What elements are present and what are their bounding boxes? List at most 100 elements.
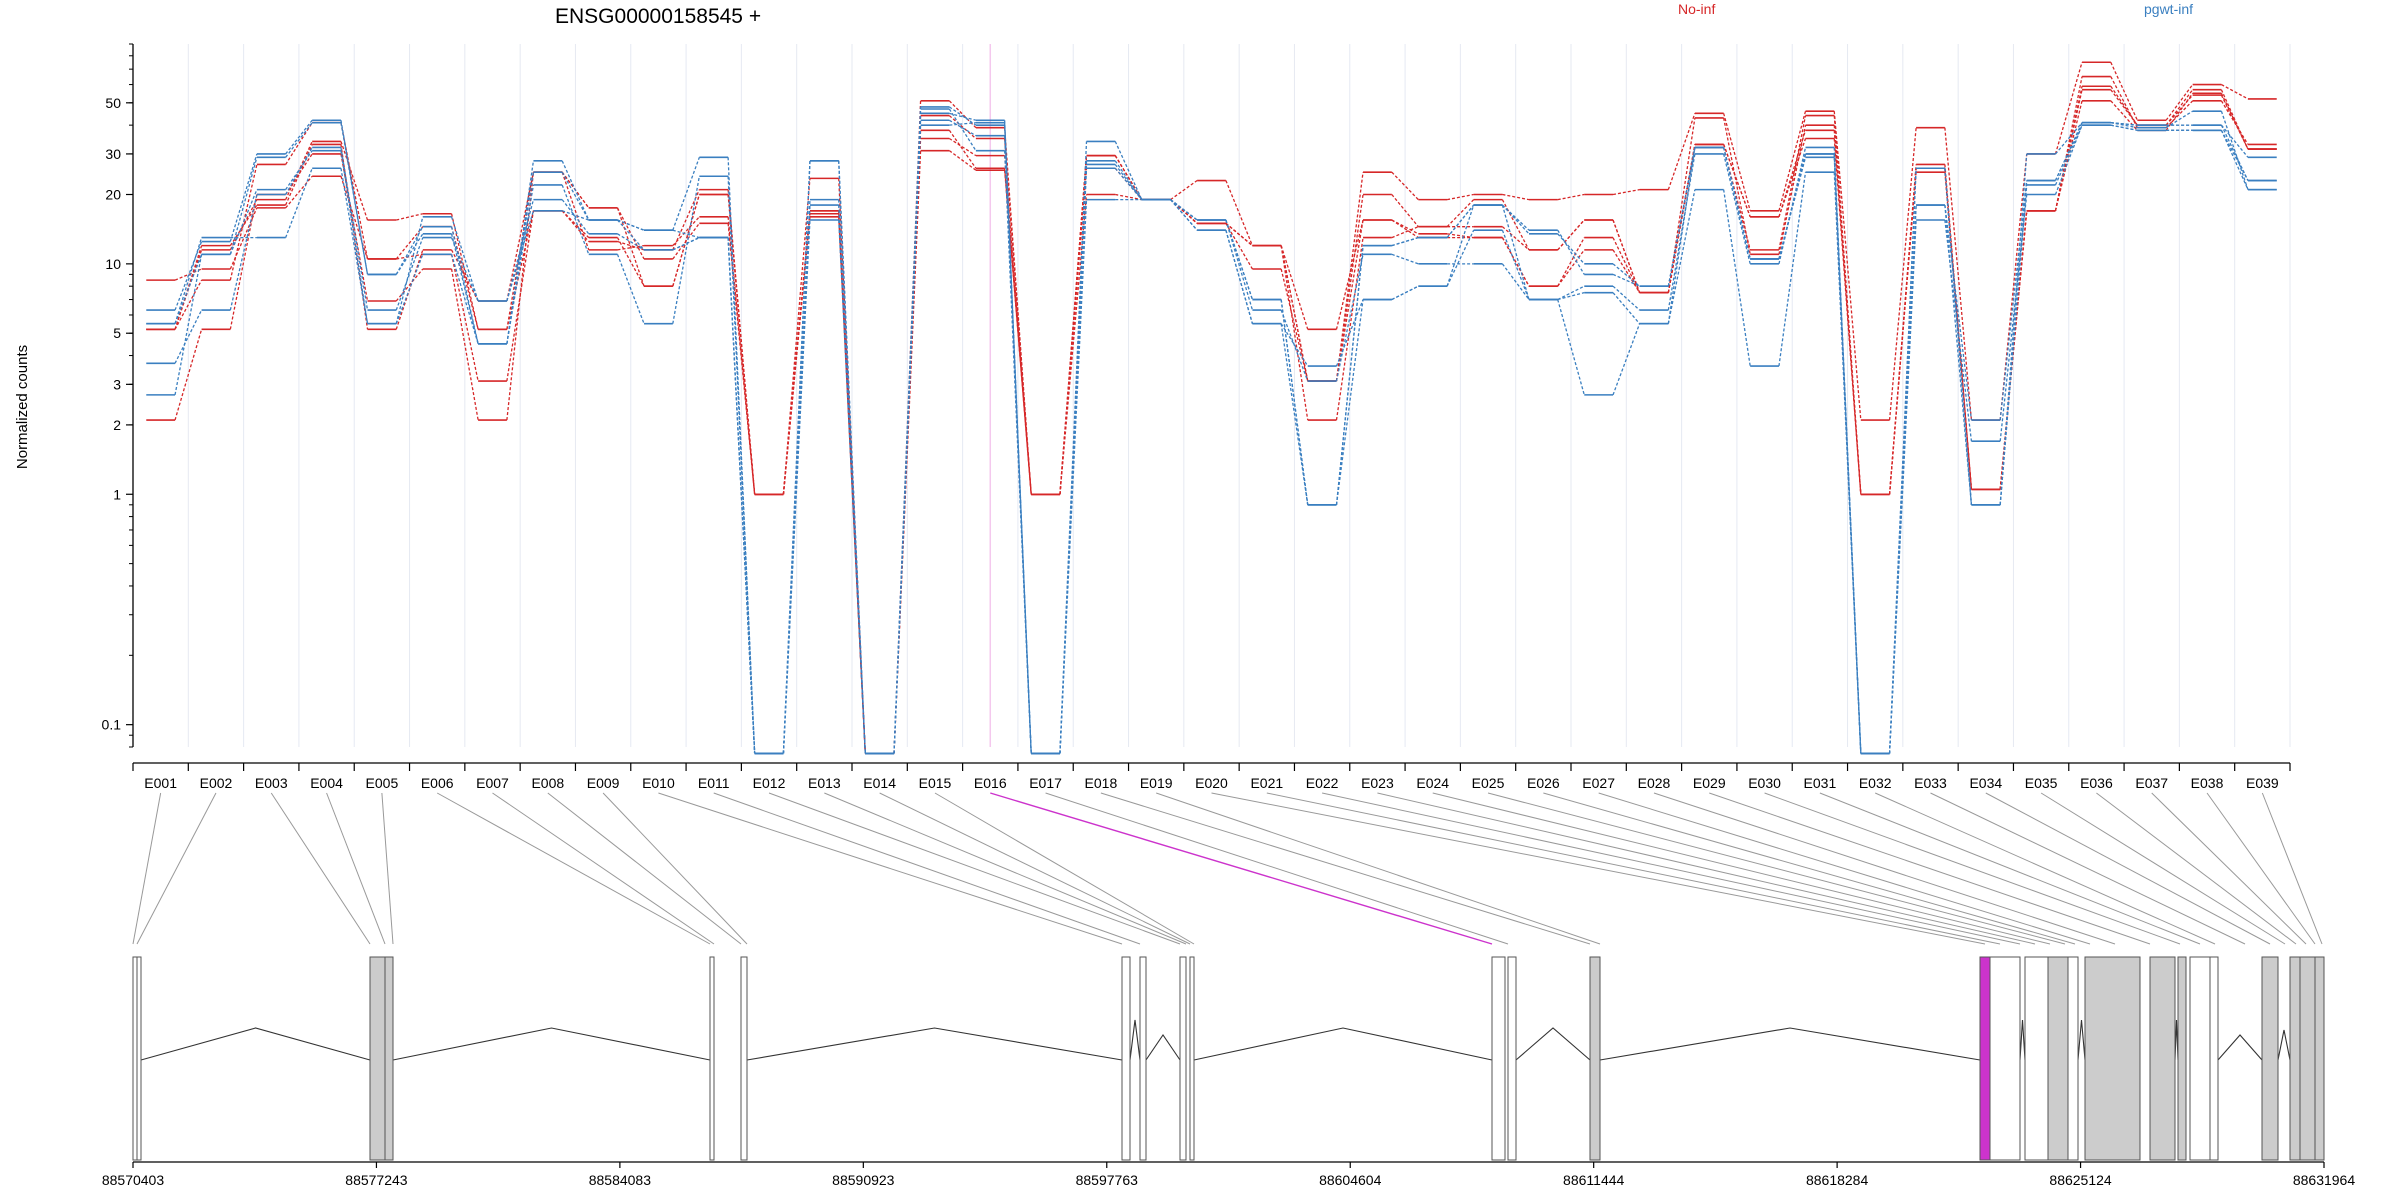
series-connector [1557, 229, 1585, 275]
series-connector [1557, 237, 1585, 287]
series-connector [1999, 153, 2028, 505]
x-tick-label: E006 [421, 775, 454, 791]
series-connector [838, 216, 866, 754]
series-connector [1502, 193, 1530, 201]
x-tick-label: E035 [2025, 775, 2058, 791]
exon-block [1179, 956, 1187, 1161]
series-connector [1999, 153, 2028, 421]
exon-connector [1156, 792, 1601, 945]
genomic-tick-label: 88597763 [1076, 1172, 1139, 1188]
series-connector [561, 171, 590, 221]
genomic-tick-label: 88584083 [589, 1172, 652, 1188]
series-connector [450, 268, 479, 421]
series-connector [672, 189, 700, 251]
series-connector [1557, 233, 1585, 265]
series-connector [1944, 172, 1973, 490]
series-connector [506, 210, 535, 382]
x-tick-label: E038 [2191, 775, 2224, 791]
series-connector [672, 157, 700, 231]
series-connector [174, 279, 203, 330]
series-connector [1501, 263, 1530, 300]
genomic-tick-label: 88577243 [345, 1172, 408, 1188]
series-connector [1833, 130, 1862, 495]
series-connector [838, 160, 866, 754]
series-connector [450, 254, 479, 344]
series-connector [2220, 124, 2249, 181]
series-connector [1833, 111, 1862, 421]
exon-block [1121, 956, 1131, 1161]
exon-connector [1874, 792, 2216, 945]
y-tick-label: 10 [105, 256, 121, 272]
series-connector [2220, 124, 2249, 158]
series-connector [949, 112, 977, 121]
exon-connector [658, 792, 1123, 945]
series-connector [1501, 237, 1530, 287]
x-tick-label: E036 [2080, 775, 2113, 791]
exon-connector [1322, 792, 2021, 945]
series-no-inf-4 [146, 75, 2277, 755]
series-connector [1115, 193, 1142, 201]
series-connector [672, 216, 700, 247]
series-connector [1391, 171, 1419, 201]
genomic-tick-label: 88604604 [1319, 1172, 1382, 1188]
y-axis-label: Normalized counts [14, 345, 31, 469]
exon-connector [1653, 792, 2116, 945]
series-connector [1391, 219, 1419, 239]
intron-line [1145, 1034, 1181, 1061]
x-tick-label: E029 [1693, 775, 1726, 791]
series-connector [1280, 268, 1309, 382]
series-connector [1501, 226, 1530, 251]
series-connector [2110, 76, 2138, 128]
exon-connector [2151, 792, 2307, 945]
series-no-inf-2 [146, 88, 2277, 755]
series-pgwt-inf-7 [146, 119, 2277, 755]
exon-connector [1045, 792, 1509, 945]
series-connector [450, 226, 479, 344]
exon-connector [1377, 792, 2036, 945]
series-connector [1114, 160, 1143, 201]
series-connector [617, 233, 645, 251]
series-connector [450, 254, 479, 382]
y-tick-label: 0.1 [102, 717, 122, 733]
series-connector [229, 157, 258, 255]
series-connector [2220, 89, 2249, 150]
y-tick-label: 3 [113, 376, 121, 392]
series-connector [616, 254, 645, 324]
series-connector [1944, 204, 1973, 421]
exon-block [132, 956, 138, 1161]
exon-connector [879, 792, 1191, 945]
series-connector [2110, 124, 2138, 131]
x-tick-label: E009 [587, 775, 620, 791]
exon-connector [713, 792, 1141, 945]
exon-block [369, 956, 386, 1161]
x-tick-label: E034 [1969, 775, 2002, 791]
series-connector [1557, 219, 1585, 251]
exon-connector [1432, 792, 2051, 945]
series-connector [561, 210, 590, 239]
genomic-tick-label: 88590923 [832, 1172, 895, 1188]
series-connector [1778, 115, 1807, 251]
intron-line [2019, 1019, 2026, 1061]
series-connector [396, 253, 423, 260]
exon-connector [547, 792, 742, 945]
x-tick-label: E023 [1361, 775, 1394, 791]
series-connector [1612, 249, 1641, 293]
series-connector [1114, 155, 1143, 200]
series-connector [229, 189, 258, 255]
series-connector [1999, 180, 2028, 505]
series-connector [1667, 113, 1696, 190]
series-connector [285, 153, 313, 195]
series-connector [2110, 85, 2138, 126]
legend-entry-no-inf: No-inf [1678, 1, 1715, 17]
series-connector [1501, 229, 1530, 300]
series-connector [340, 122, 369, 275]
series-connector [1114, 141, 1143, 200]
series-connector [1170, 199, 1198, 221]
series-connector [1335, 299, 1364, 505]
x-tick-label: E007 [476, 775, 509, 791]
series-connector [1723, 117, 1751, 255]
x-tick-label: E039 [2246, 775, 2279, 791]
x-tick-label: E004 [310, 775, 343, 791]
series-connector [782, 219, 811, 754]
series-connector [1888, 172, 1917, 495]
